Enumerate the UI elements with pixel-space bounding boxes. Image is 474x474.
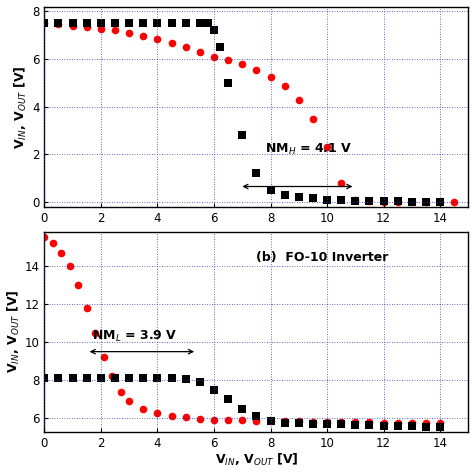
Y-axis label: V$_{IN}$, V$_{OUT}$ [V]: V$_{IN}$, V$_{OUT}$ [V] [6, 290, 22, 374]
X-axis label: V$_{IN}$, V$_{OUT}$ [V]: V$_{IN}$, V$_{OUT}$ [V] [215, 452, 298, 468]
Text: NM$_H$ = 4.1 V: NM$_H$ = 4.1 V [265, 142, 352, 157]
Text: NM$_L$ = 3.9 V: NM$_L$ = 3.9 V [92, 329, 178, 344]
Text: (b)  FO-10 Inverter: (b) FO-10 Inverter [256, 251, 389, 264]
Y-axis label: V$_{IN}$, V$_{OUT}$ [V]: V$_{IN}$, V$_{OUT}$ [V] [13, 65, 29, 148]
